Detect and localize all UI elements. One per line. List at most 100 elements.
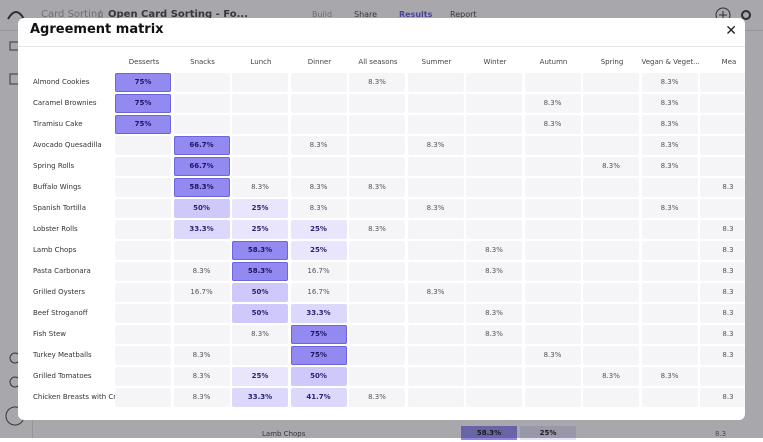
nav-tab[interactable]: Build: [312, 10, 333, 19]
matrix-cell: [115, 346, 171, 365]
matrix-cell: [407, 94, 464, 113]
matrix-cell: 75%: [290, 325, 347, 344]
matrix-cell: [349, 157, 405, 176]
matrix-cell: [583, 262, 639, 281]
matrix-cell: 8.3%: [290, 136, 347, 155]
row-label: Almond Cookies: [33, 78, 90, 86]
matrix-cell: 75%: [115, 115, 171, 134]
matrix-cell: [173, 115, 230, 134]
matrix-cell: [700, 115, 745, 134]
matrix-cell: [115, 241, 171, 260]
matrix-cell: 8.3%: [349, 388, 405, 407]
nav-tab[interactable]: Report: [450, 10, 477, 19]
matrix-cell: [641, 241, 698, 260]
matrix-cell: [407, 346, 464, 365]
matrix-cell: [583, 388, 639, 407]
matrix-cell: 8.3%: [583, 367, 639, 386]
row-label: Grilled Tomatoes: [33, 372, 92, 380]
matrix-cell: [700, 94, 745, 113]
matrix-cell: [583, 346, 639, 365]
matrix-cell: [466, 178, 522, 197]
matrix-cell: 25%: [290, 241, 347, 260]
close-button[interactable]: ✕: [725, 23, 737, 39]
matrix-cell: [173, 73, 230, 92]
matrix-cell: [173, 241, 230, 260]
matrix-cell: [115, 283, 171, 302]
matrix-cell: 33.3%: [290, 304, 347, 323]
modal-title: Agreement matrix: [30, 22, 164, 37]
matrix-cell: [173, 325, 230, 344]
matrix-cell: [583, 220, 639, 239]
matrix-cell: [583, 283, 639, 302]
matrix-cell: [349, 304, 405, 323]
matrix-cell: 75%: [115, 94, 171, 113]
matrix-cell: 58.3%: [173, 178, 230, 197]
bg-cell: 58.3%: [461, 426, 517, 440]
matrix-cell: 8.3%: [349, 73, 405, 92]
matrix-cell: 58.3%: [232, 241, 288, 260]
nav-tab[interactable]: Results: [399, 10, 433, 19]
matrix-cell: [524, 241, 581, 260]
matrix-cell: 8.3%: [173, 367, 230, 386]
matrix-cell: 8.3: [700, 325, 745, 344]
matrix-cell: 8.3: [700, 220, 745, 239]
matrix-cell: [466, 388, 522, 407]
matrix-cell: [407, 304, 464, 323]
matrix-cell: 33.3%: [173, 220, 230, 239]
row-label: Spanish Tortilla: [33, 204, 86, 212]
matrix-cell: 8.3%: [173, 262, 230, 281]
matrix-cell: [466, 136, 522, 155]
matrix-cell: [290, 94, 347, 113]
agreement-matrix: Desserts Snacks Lunch Dinner All seasons Summ…: [18, 46, 745, 420]
matrix-cell: 50%: [290, 367, 347, 386]
matrix-cell: 8.3%: [349, 178, 405, 197]
matrix-cell: 8.3%: [407, 199, 464, 218]
matrix-cell: 33.3%: [232, 388, 288, 407]
matrix-cell: 8.3%: [466, 304, 522, 323]
column-header: Dinner: [307, 58, 332, 66]
matrix-cell: [524, 388, 581, 407]
breadcrumb[interactable]: Open Card Sorting - Fo...: [108, 9, 248, 20]
matrix-cell: [524, 325, 581, 344]
row-label: Tiramisu Cake: [33, 120, 83, 128]
matrix-cell: 66.7%: [173, 136, 230, 155]
matrix-cell: [232, 115, 288, 134]
column-header: All seasons: [358, 58, 398, 66]
matrix-cell: [583, 178, 639, 197]
matrix-cell: [173, 94, 230, 113]
matrix-cell: [115, 304, 171, 323]
matrix-cell: [407, 157, 464, 176]
matrix-cell: 8.3%: [641, 136, 698, 155]
matrix-cell: 8.3%: [173, 388, 230, 407]
matrix-cell: [524, 283, 581, 302]
matrix-cell: [583, 94, 639, 113]
matrix-cell: [524, 157, 581, 176]
matrix-cell: [583, 304, 639, 323]
matrix-cell: [349, 94, 405, 113]
matrix-cell: [466, 220, 522, 239]
matrix-cell: 66.7%: [173, 157, 230, 176]
breadcrumb[interactable]: Card Sorting: [41, 9, 104, 20]
matrix-cell: [232, 73, 288, 92]
row-label: Fish Stew: [33, 330, 66, 338]
matrix-cell: [583, 73, 639, 92]
matrix-cell: 8.3%: [232, 178, 288, 197]
column-header: Desserts: [128, 58, 160, 66]
matrix-cell: [641, 220, 698, 239]
matrix-cell: [524, 220, 581, 239]
matrix-cell: [466, 367, 522, 386]
row-label: Buffalo Wings: [33, 183, 82, 191]
matrix-cell: [349, 241, 405, 260]
matrix-cell: [583, 115, 639, 134]
matrix-cell: [349, 283, 405, 302]
nav-tab[interactable]: Share: [354, 10, 378, 19]
column-header: Summer: [421, 58, 452, 66]
matrix-cell: [115, 262, 171, 281]
matrix-cell: [524, 73, 581, 92]
matrix-cell: [232, 136, 288, 155]
matrix-cell: [407, 325, 464, 344]
matrix-cell: [524, 178, 581, 197]
matrix-cell: [407, 367, 464, 386]
matrix-cell: 8.3: [700, 346, 745, 365]
